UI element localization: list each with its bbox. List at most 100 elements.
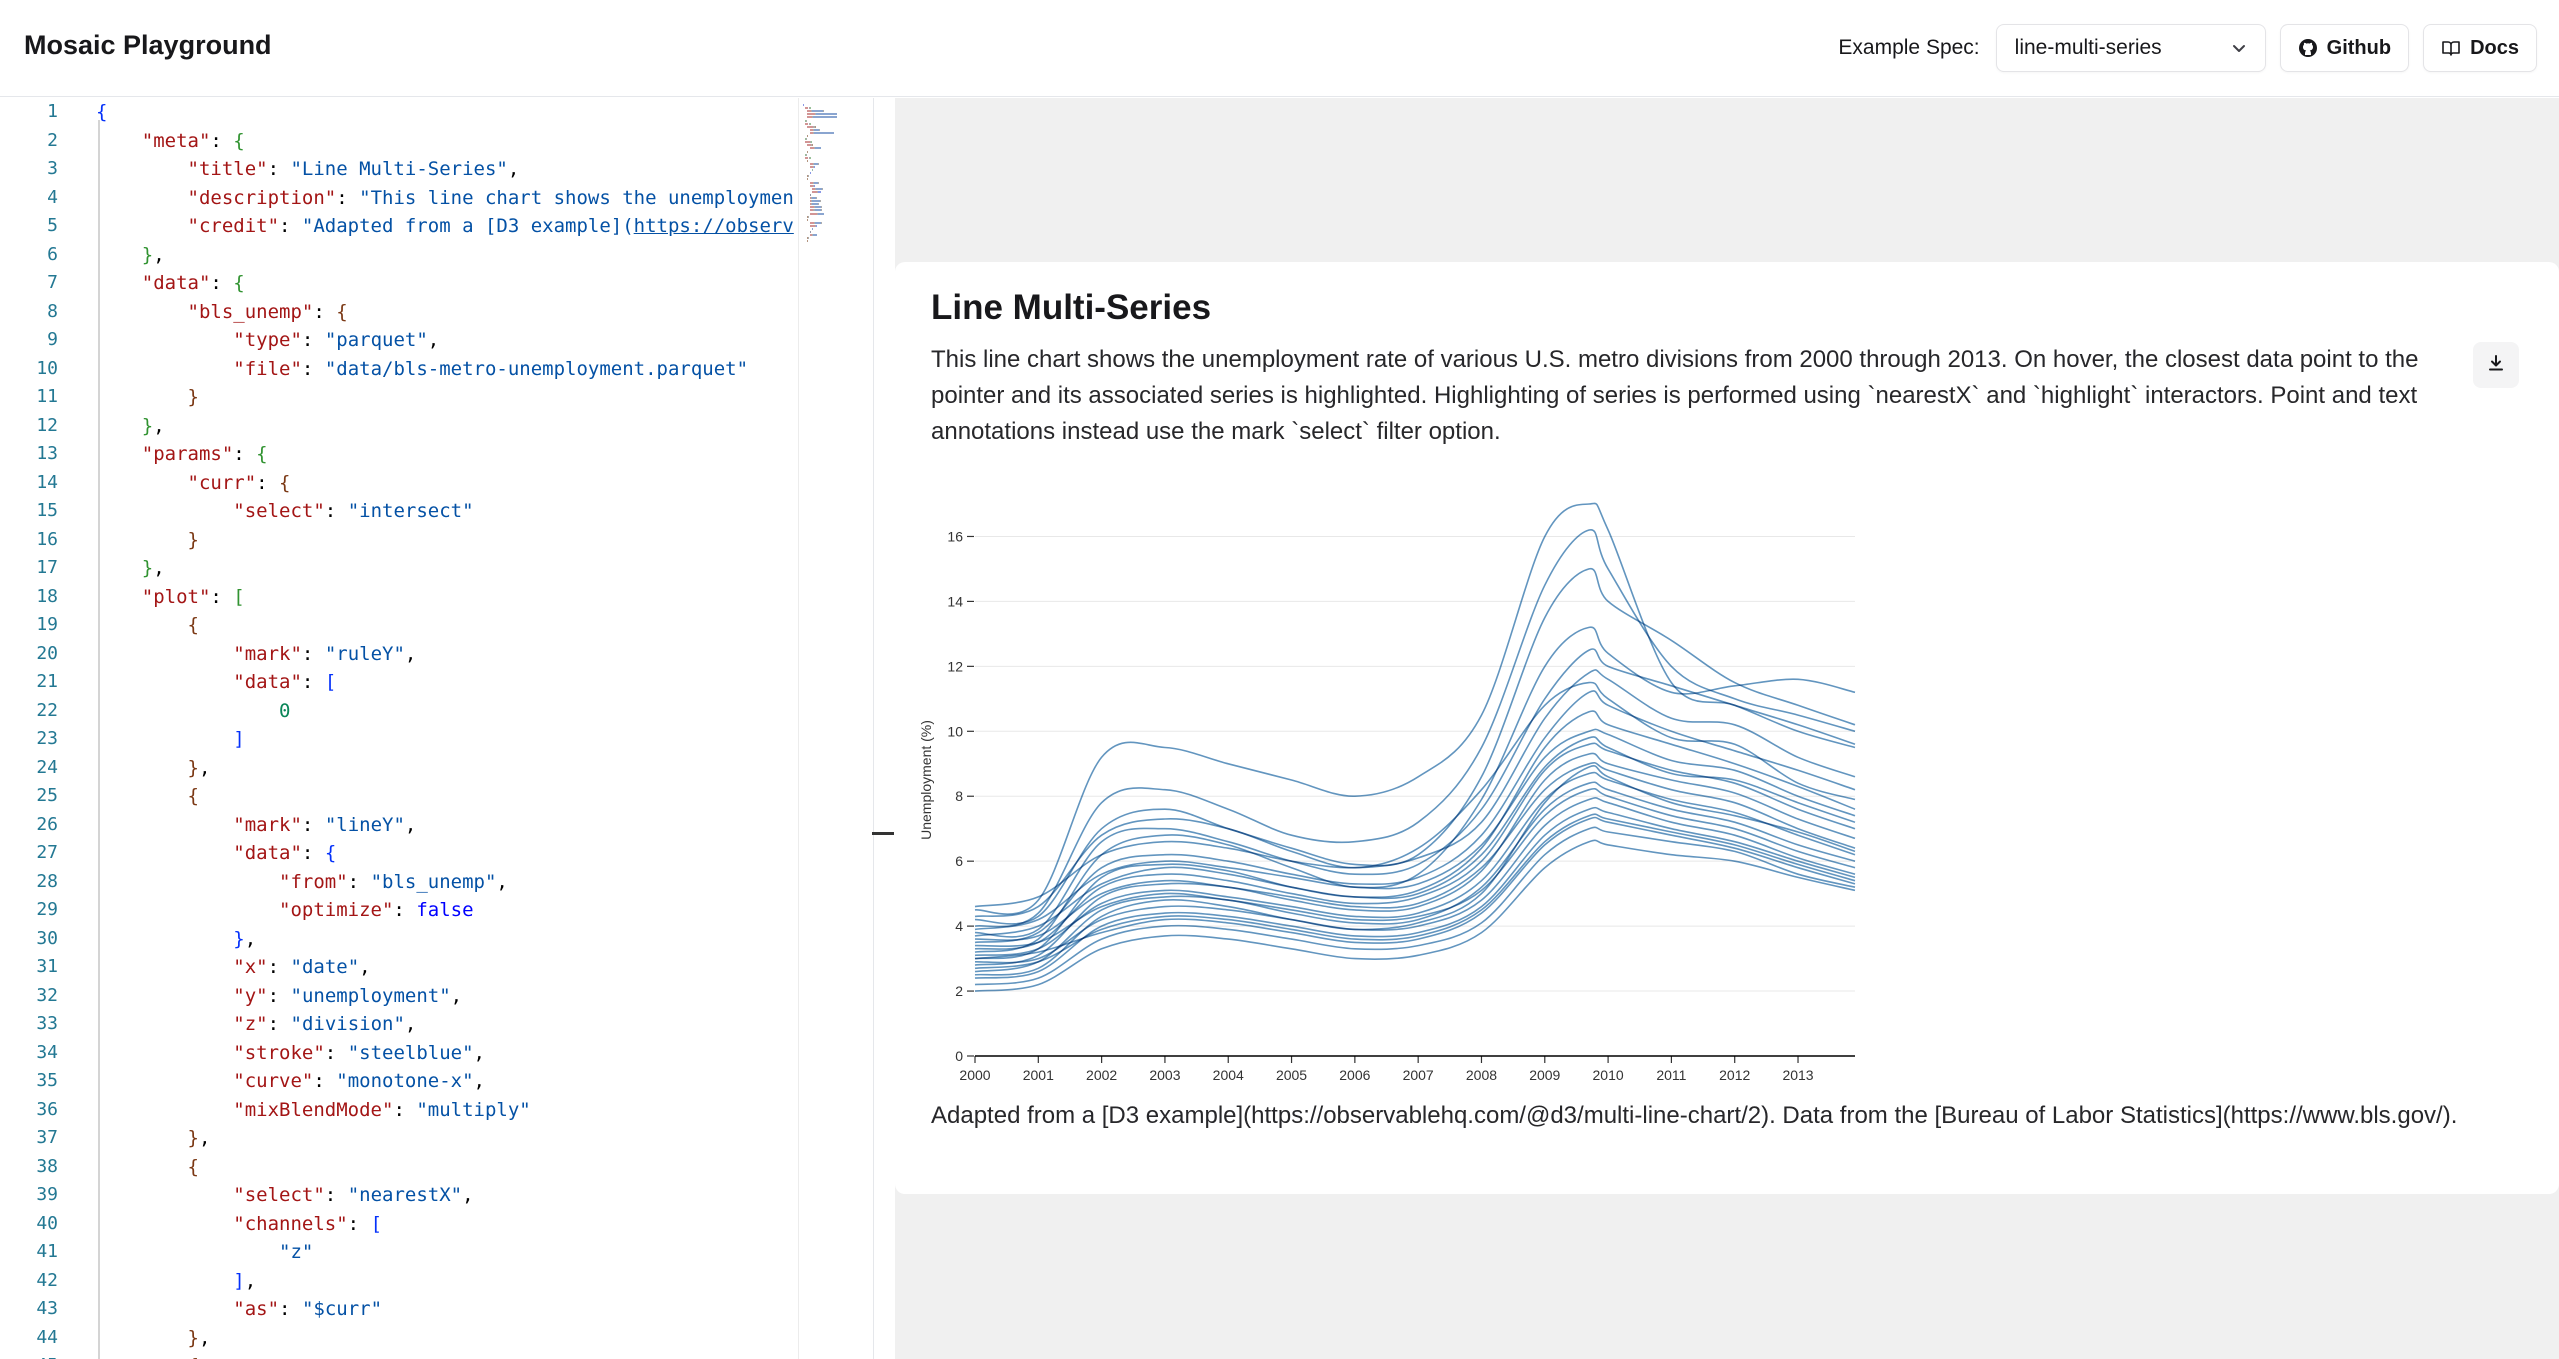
code-line[interactable]: "title": "Line Multi-Series", xyxy=(96,155,800,184)
example-spec-select[interactable]: line-multi-series xyxy=(1995,24,2266,72)
series-line[interactable] xyxy=(974,806,1856,979)
code-token xyxy=(96,472,188,494)
code-editor[interactable]: 1 2 3 4 5 6 7 8 9 10 11 12 13 14 15 16 17 18 19 20 21 22 23 24 2… xyxy=(0,98,874,1359)
code-token: { xyxy=(187,1155,199,1178)
series-line[interactable] xyxy=(974,787,1856,948)
code-line[interactable]: }, xyxy=(96,754,800,783)
code-token: { xyxy=(96,101,108,123)
code-line[interactable]: "bls_unemp": { xyxy=(96,298,800,327)
series-line[interactable] xyxy=(974,839,1856,992)
code-line[interactable]: "mark": "lineY", xyxy=(96,811,800,840)
code-line[interactable]: }, xyxy=(96,412,800,441)
code-token: 0 xyxy=(279,699,291,722)
code-line[interactable]: "file": "data/bls-metro-unemployment.par… xyxy=(96,355,800,384)
series-line[interactable] xyxy=(974,771,1856,957)
code-line[interactable]: { xyxy=(96,611,800,640)
code-line[interactable]: }, xyxy=(96,554,800,583)
line-number: 8 xyxy=(47,300,58,322)
code-token: : xyxy=(279,215,302,237)
series-line[interactable] xyxy=(974,568,1856,925)
code-line[interactable]: "curve": "monotone-x", xyxy=(96,1067,800,1096)
line-chart[interactable]: 0 2 4 6 8 10 12 14 16 2000 2001 2002 2003 2004 2005 200… xyxy=(915,484,1915,1084)
y-tick-label: 8 xyxy=(955,788,963,804)
code-line[interactable]: "meta": { xyxy=(96,127,800,156)
series-line[interactable] xyxy=(974,728,1856,931)
series-line[interactable] xyxy=(974,681,1856,918)
code-line[interactable]: } xyxy=(96,383,800,412)
download-button[interactable] xyxy=(2473,342,2519,388)
series-line[interactable] xyxy=(974,529,1856,928)
series-line[interactable] xyxy=(974,742,1856,950)
series-line[interactable] xyxy=(974,765,1856,976)
code-token: "parquet" xyxy=(324,329,428,351)
code-token: : xyxy=(324,1041,348,1064)
code-line[interactable]: "y": "unemployment", xyxy=(96,982,800,1011)
indent-guide xyxy=(98,120,100,1359)
code-token xyxy=(96,614,188,636)
code-token xyxy=(96,671,233,693)
code-line[interactable]: "plot": [ xyxy=(96,583,800,612)
code-line[interactable]: "z": "division", xyxy=(96,1010,800,1039)
code-line[interactable]: "from": "bls_unemp", xyxy=(96,868,800,897)
series-line[interactable] xyxy=(974,669,1856,908)
code-line[interactable]: "stroke": "steelblue", xyxy=(96,1039,800,1068)
series-line[interactable] xyxy=(974,826,1856,986)
code-line[interactable]: "mark": "ruleY", xyxy=(96,640,800,669)
code-line[interactable]: "description": "This line chart shows th… xyxy=(96,184,800,213)
pane-resize-handle[interactable] xyxy=(872,832,894,835)
series-line[interactable] xyxy=(974,797,1856,964)
editor-minimap[interactable] xyxy=(798,98,873,1359)
code-line[interactable]: { xyxy=(96,1352,800,1359)
code-line[interactable]: "data": { xyxy=(96,269,800,298)
minimap-line xyxy=(812,181,814,184)
code-line[interactable]: "channels": [ xyxy=(96,1210,800,1239)
code-line[interactable]: "x": "date", xyxy=(96,953,800,982)
code-line[interactable]: "select": "intersect" xyxy=(96,497,800,526)
series-line[interactable] xyxy=(974,752,1856,966)
code-line[interactable]: { xyxy=(96,782,800,811)
docs-button[interactable]: Docs xyxy=(2423,24,2537,72)
code-line[interactable]: "data": [ xyxy=(96,668,800,697)
code-token xyxy=(96,301,188,323)
example-description: This line chart shows the unemployment r… xyxy=(931,346,2419,445)
code-token: "division" xyxy=(290,1013,405,1035)
code-line[interactable]: }, xyxy=(96,925,800,954)
code-token xyxy=(96,928,233,950)
series-line[interactable] xyxy=(974,762,1856,941)
series-line[interactable] xyxy=(974,710,1856,960)
code-token: : xyxy=(336,186,360,209)
code-line[interactable]: "z" xyxy=(96,1238,800,1267)
code-token: "mark" xyxy=(233,813,302,836)
code-line[interactable]: }, xyxy=(96,1324,800,1353)
series-line[interactable] xyxy=(974,502,1856,915)
code-line[interactable]: ] xyxy=(96,725,800,754)
code-line[interactable]: "type": "parquet", xyxy=(96,326,800,355)
download-icon xyxy=(2487,354,2505,377)
code-line[interactable]: "select": "nearestX", xyxy=(96,1181,800,1210)
code-line[interactable]: ], xyxy=(96,1267,800,1296)
code-line[interactable]: { xyxy=(96,98,800,127)
code-content[interactable]: { "meta": { "title": "Line Multi-Series"… xyxy=(96,98,800,1359)
code-line[interactable]: "mixBlendMode": "multiply" xyxy=(96,1096,800,1125)
code-line[interactable]: "credit": "Adapted from a [D3 example](h… xyxy=(96,212,800,241)
github-button[interactable]: Github xyxy=(2279,24,2410,72)
code-line[interactable]: "as": "$curr" xyxy=(96,1295,800,1324)
code-line[interactable]: 0 xyxy=(96,697,800,726)
minimap-line xyxy=(809,162,813,165)
series-line[interactable] xyxy=(974,648,1856,938)
code-token: "mixBlendMode" xyxy=(233,1098,394,1121)
code-line[interactable]: }, xyxy=(96,241,800,270)
code-line[interactable]: "curr": { xyxy=(96,469,800,498)
minimap-line xyxy=(809,212,818,215)
code-line[interactable]: } xyxy=(96,526,800,555)
series-line[interactable] xyxy=(974,690,1856,944)
code-line[interactable]: "data": { xyxy=(96,839,800,868)
series-line[interactable] xyxy=(974,816,1856,960)
code-line[interactable]: }, xyxy=(96,1124,800,1153)
series-line[interactable] xyxy=(974,736,1856,937)
code-line[interactable]: "params": { xyxy=(96,440,800,469)
code-line[interactable]: { xyxy=(96,1153,800,1182)
code-line[interactable]: "optimize": false xyxy=(96,896,800,925)
minimap-line xyxy=(811,200,813,203)
series-line[interactable] xyxy=(974,813,1856,970)
